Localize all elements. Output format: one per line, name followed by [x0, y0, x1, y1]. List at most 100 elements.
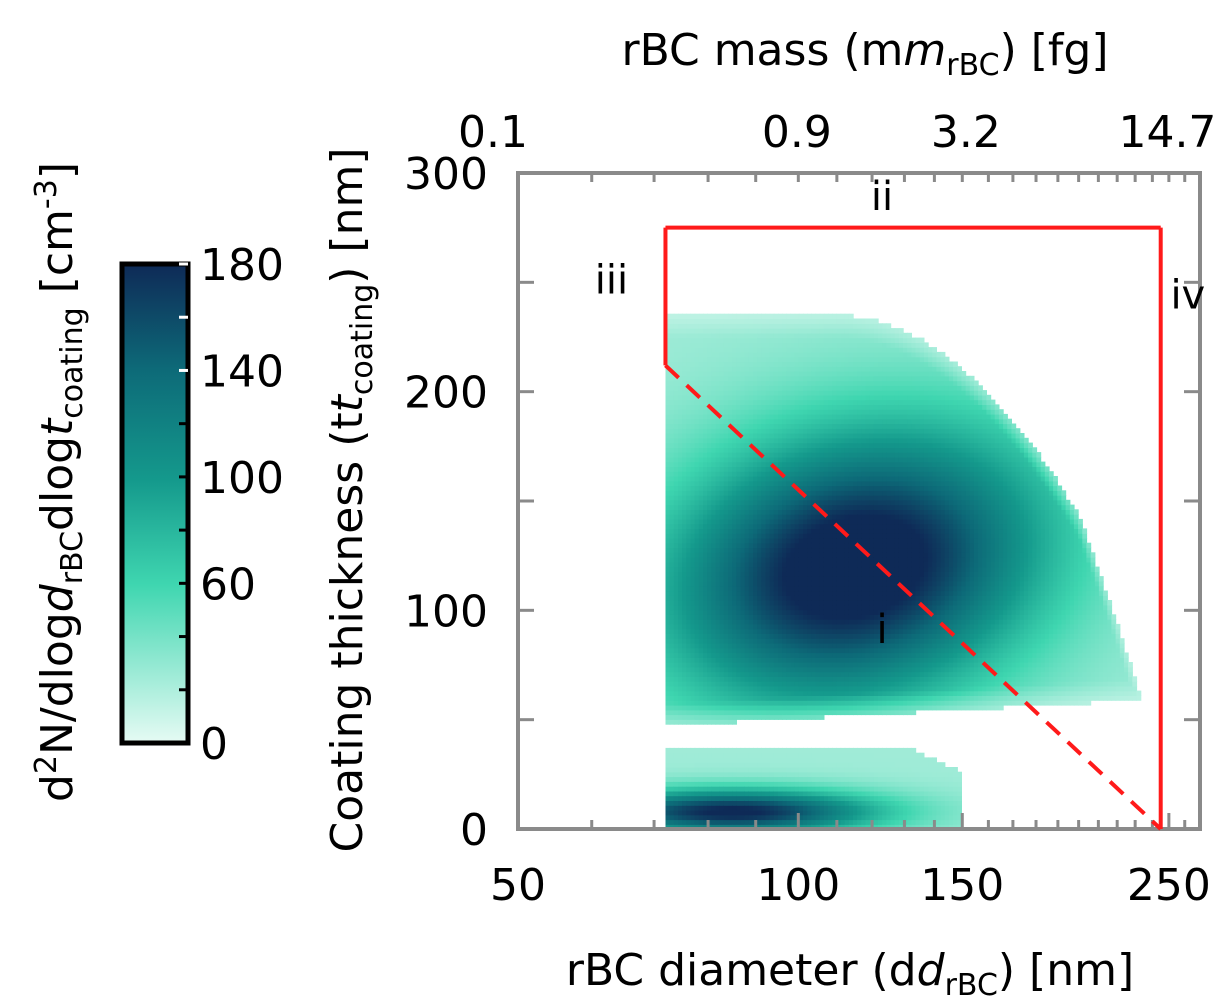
heatmap-cell — [790, 580, 796, 587]
heatmap-cell — [773, 542, 779, 549]
heatmap-cell — [753, 705, 758, 711]
heatmap-cell — [686, 824, 692, 829]
heatmap-cell — [736, 552, 742, 558]
heatmap-cell — [790, 452, 796, 458]
heatmap-cell — [703, 409, 708, 415]
heatmap-cell — [794, 328, 800, 334]
heatmap-cell — [703, 714, 708, 720]
heatmap-cell — [715, 328, 721, 334]
heatmap-cell — [703, 533, 708, 539]
heatmap-cell — [678, 619, 683, 625]
heatmap-cell — [769, 619, 775, 625]
heatmap-cell — [773, 619, 779, 625]
heatmap-cell — [778, 642, 783, 649]
heatmap-cell — [665, 790, 671, 797]
heatmap-cell — [736, 447, 742, 453]
heatmap-cell — [753, 809, 758, 816]
heatmap-cell — [782, 747, 787, 754]
heatmap-cell — [794, 805, 800, 811]
heatmap-cell — [828, 433, 833, 439]
heatmap-cell — [794, 533, 800, 539]
heatmap-cell — [853, 604, 858, 611]
heatmap-cell — [753, 528, 758, 534]
heatmap-cell — [844, 509, 850, 515]
heatmap-cell — [811, 642, 817, 649]
heatmap-cell — [740, 666, 746, 673]
heatmap-cell — [811, 351, 817, 358]
heatmap-cell — [840, 490, 846, 496]
heatmap-cell — [773, 423, 779, 429]
heatmap-cell — [744, 566, 750, 572]
heatmap-cell — [736, 576, 742, 582]
heatmap-cell — [728, 413, 733, 420]
heatmap-cell — [828, 351, 833, 358]
heatmap-cell — [819, 685, 825, 692]
heatmap-cell — [678, 456, 683, 463]
heatmap-cell — [778, 705, 783, 711]
heatmap-cell — [673, 705, 679, 711]
heatmap-cell — [736, 476, 742, 482]
heatmap-cell — [853, 566, 858, 572]
heatmap-cell — [769, 786, 775, 792]
heatmap-cell — [803, 423, 808, 429]
heatmap-cell — [669, 456, 675, 463]
heatmap-cell — [673, 533, 679, 539]
heatmap-cell — [736, 786, 742, 792]
heatmap-cell — [719, 800, 725, 806]
heatmap-cell — [773, 666, 779, 673]
heatmap-cell — [832, 437, 837, 444]
heatmap-cell — [682, 499, 687, 506]
heatmap-cell — [761, 685, 767, 692]
heatmap-cell — [719, 771, 725, 778]
heatmap-cell — [694, 509, 700, 515]
heatmap-cell — [682, 409, 687, 415]
heatmap-cell — [719, 762, 725, 768]
heatmap-cell — [748, 781, 754, 787]
heatmap-cell — [690, 685, 696, 692]
heatmap-cell — [748, 323, 754, 329]
heatmap-cell — [736, 452, 742, 458]
heatmap-cell — [694, 795, 700, 801]
heatmap-cell — [698, 318, 704, 324]
heatmap-cell — [686, 695, 692, 701]
heatmap-cell — [836, 323, 842, 329]
heatmap-cell — [828, 518, 833, 525]
heatmap-cell — [836, 609, 842, 615]
heatmap-cell — [703, 719, 708, 725]
heatmap-cell — [778, 404, 783, 410]
heatmap-cell — [723, 313, 729, 320]
heatmap-cell — [865, 528, 871, 534]
heatmap-cell — [798, 819, 804, 825]
heatmap-cell — [798, 709, 804, 716]
heatmap-cell — [694, 771, 700, 778]
heatmap-cell — [861, 409, 867, 415]
heatmap-cell — [844, 399, 850, 405]
heatmap-cell — [723, 437, 729, 444]
heatmap-cell — [832, 795, 837, 801]
heatmap-cell — [832, 499, 837, 506]
heatmap-cell — [719, 337, 725, 343]
heatmap-cell — [765, 604, 771, 611]
heatmap-cell — [811, 652, 817, 658]
heatmap-cell — [698, 390, 704, 396]
heatmap-cell — [865, 413, 871, 420]
heatmap-cell — [811, 762, 817, 768]
heatmap-cell — [840, 518, 846, 525]
heatmap-cell — [761, 409, 767, 415]
heatmap-cell — [728, 471, 733, 477]
heatmap-cell — [794, 371, 800, 377]
heatmap-cell — [736, 776, 742, 782]
heatmap-cell — [678, 590, 683, 596]
heatmap-cell — [678, 485, 683, 491]
heatmap-cell — [823, 347, 829, 353]
heatmap-cell — [828, 452, 833, 458]
heatmap-cell — [678, 471, 683, 477]
heatmap-cell — [840, 638, 846, 644]
heatmap-cell — [853, 418, 858, 425]
heatmap-cell — [678, 662, 683, 668]
heatmap-cell — [811, 385, 817, 391]
heatmap-cell — [778, 790, 783, 797]
heatmap-cell — [719, 747, 725, 754]
heatmap-cell — [748, 485, 754, 491]
